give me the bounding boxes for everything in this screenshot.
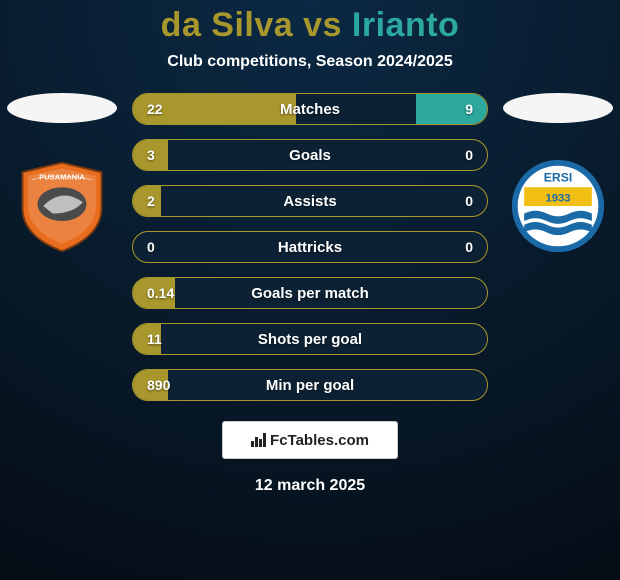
stats-column: 22 9 Matches 3 0 Goals 2 0 Assists 0 0 Hattricks 0.1… bbox=[132, 93, 488, 401]
stat-value-right: 0 bbox=[465, 239, 473, 255]
stat-value-right: 0 bbox=[465, 193, 473, 209]
stat-row: 0 0 Hattricks bbox=[132, 231, 488, 263]
stat-value-right: 0 bbox=[465, 147, 473, 163]
title-right-player: Irianto bbox=[352, 6, 459, 44]
title-left-player: da Silva bbox=[161, 6, 294, 44]
left-club-crest: PUSAMANIA bbox=[15, 159, 109, 253]
chart-icon bbox=[251, 433, 266, 447]
right-player-silhouette bbox=[503, 93, 613, 123]
right-crest-year: 1933 bbox=[545, 192, 570, 204]
stat-row: 0.14 Goals per match bbox=[132, 277, 488, 309]
subtitle-text: Club competitions, Season 2024/2025 bbox=[167, 53, 452, 71]
stat-label: Shots per goal bbox=[258, 331, 362, 348]
stat-row: 2 0 Assists bbox=[132, 185, 488, 217]
stat-value-left: 11 bbox=[147, 331, 162, 347]
footer-date: 12 march 2025 bbox=[255, 477, 365, 495]
stat-label: Goals per match bbox=[251, 285, 369, 302]
stat-label: Min per goal bbox=[266, 377, 354, 394]
stat-row: 3 0 Goals bbox=[132, 139, 488, 171]
stat-label: Matches bbox=[280, 101, 340, 118]
stat-value-left: 0.14 bbox=[147, 285, 174, 301]
left-player-column: PUSAMANIA bbox=[2, 93, 122, 253]
title-vs: vs bbox=[293, 6, 352, 44]
brand-badge[interactable]: FcTables.com bbox=[222, 421, 398, 459]
comparison-content: PUSAMANIA 22 9 Matches 3 0 Goals 2 0 Assists 0 0 Ha… bbox=[0, 93, 620, 401]
stat-row: 890 Min per goal bbox=[132, 369, 488, 401]
stat-label: Assists bbox=[283, 193, 336, 210]
stat-value-right: 9 bbox=[465, 101, 473, 117]
brand-text: FcTables.com bbox=[270, 432, 369, 449]
stat-row: 11 Shots per goal bbox=[132, 323, 488, 355]
right-crest-top-text: ERSI bbox=[544, 171, 573, 185]
left-player-silhouette bbox=[7, 93, 117, 123]
right-player-column: ERSI 1933 bbox=[498, 93, 618, 253]
left-crest-text: PUSAMANIA bbox=[39, 173, 85, 182]
stat-value-left: 0 bbox=[147, 239, 155, 255]
stat-value-left: 3 bbox=[147, 147, 155, 163]
stat-value-left: 890 bbox=[147, 377, 170, 393]
stat-label: Hattricks bbox=[278, 239, 342, 256]
stat-value-left: 22 bbox=[147, 101, 163, 117]
stat-value-left: 2 bbox=[147, 193, 155, 209]
stat-bar-right bbox=[416, 94, 487, 124]
page-title: da Silva vs Irianto bbox=[161, 6, 460, 45]
stat-label: Goals bbox=[289, 147, 331, 164]
stat-row: 22 9 Matches bbox=[132, 93, 488, 125]
right-club-crest: ERSI 1933 bbox=[511, 159, 605, 253]
